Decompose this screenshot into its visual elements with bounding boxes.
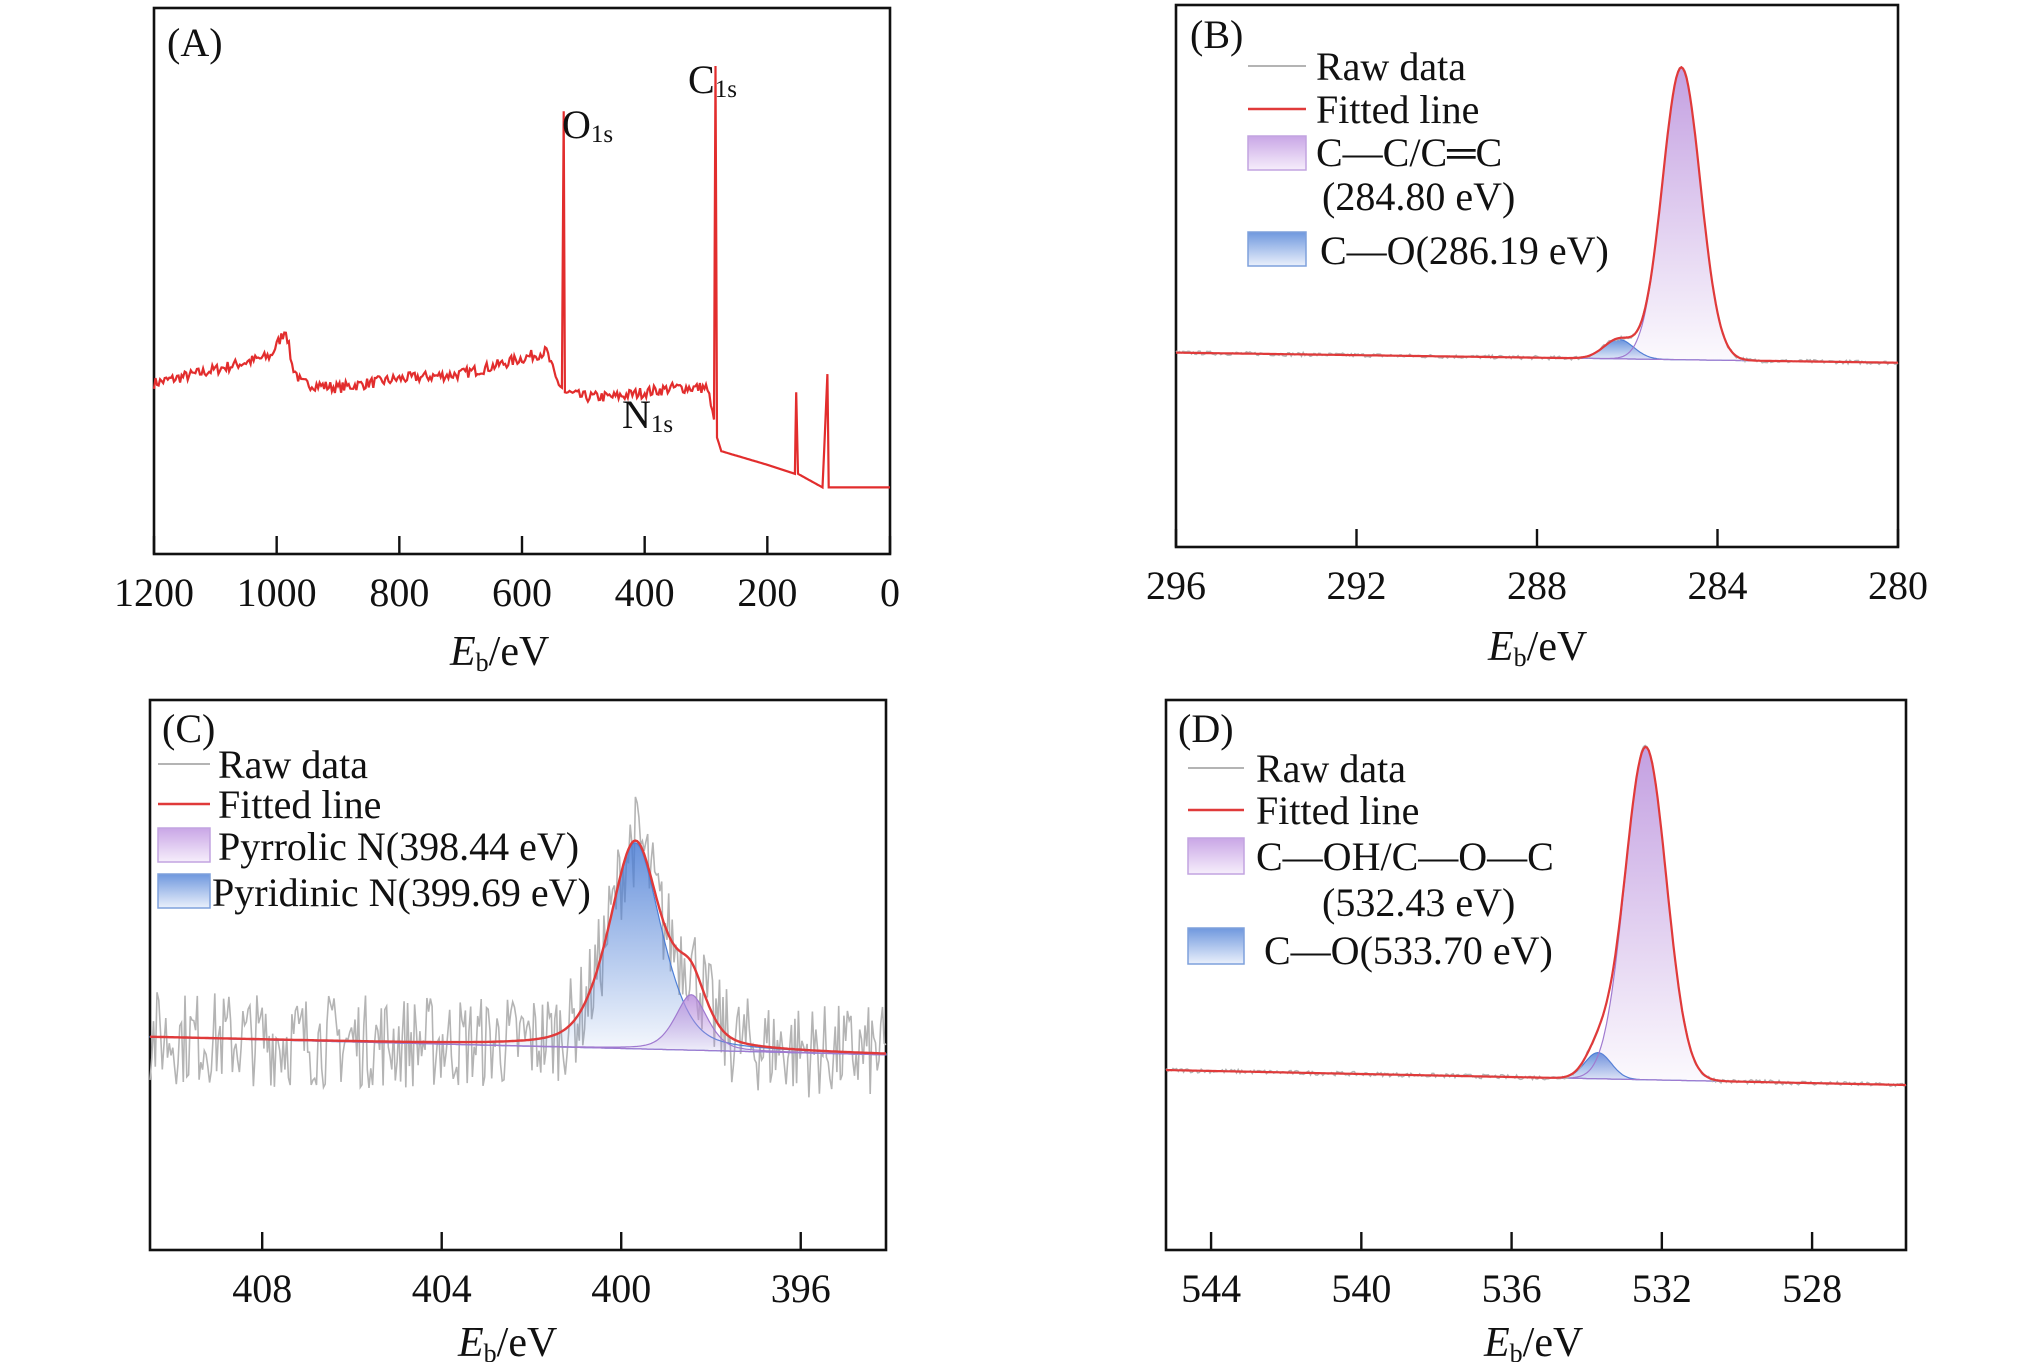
panel-b-c1s: (B) 296 292 288 284 280 Raw data Fitted line… [1146, 3, 1928, 672]
panel-b-raw-data-line [1175, 65, 1899, 366]
legend-cc-label: C—C/C═C [1316, 130, 1502, 175]
panel-c-label: (C) [162, 706, 215, 751]
x-axis-tick-label: 200 [737, 570, 797, 615]
panel-b-x-axis-title: Eb/eV [1487, 624, 1587, 672]
x-axis-tick-label: 284 [1688, 563, 1748, 608]
x-axis-tick-label: 0 [880, 570, 900, 615]
panel-b-c-o-component [1175, 338, 1898, 364]
peak-label-o1s: O1s [562, 102, 613, 148]
legend-coh-swatch [1187, 837, 1245, 875]
x-axis-tick-label: 536 [1482, 1266, 1542, 1311]
x-axis-tick-label: 544 [1181, 1266, 1241, 1311]
panel-a-survey: (A) 1200 1000 800 600 400 200 0 O1s C1s N1s Eb… [114, 6, 900, 677]
legend-cc-energy: (284.80 eV) [1322, 174, 1515, 219]
x-axis-tick-label: 404 [412, 1266, 472, 1311]
x-axis-tick-label: 540 [1331, 1266, 1391, 1311]
panel-d-x-axis-title: Eb/eV [1483, 1320, 1583, 1362]
x-axis-tick-label: 288 [1507, 563, 1567, 608]
panel-b-fitted-line [1175, 65, 1898, 364]
legend-cc-swatch [1247, 135, 1307, 171]
panel-d-raw-data-line [1165, 744, 1907, 1088]
panel-b-x-axis: 296 292 288 284 280 [1146, 529, 1928, 608]
legend-raw-label: Raw data [218, 742, 368, 787]
legend-coh-energy: (532.43 eV) [1322, 880, 1515, 925]
panel-c-x-axis: 408 404 400 396 [232, 1232, 831, 1311]
x-axis-tick-label: 408 [232, 1266, 292, 1311]
legend-co-swatch [1187, 927, 1245, 965]
legend-fitted-label: Fitted line [218, 782, 381, 827]
panel-c-x-axis-title: Eb/eV [457, 1320, 557, 1362]
x-axis-tick-label: 400 [615, 570, 675, 615]
legend-co-label: C—O(533.70 eV) [1264, 928, 1553, 973]
panel-b-plot-frame [1174, 3, 1900, 549]
x-axis-tick-label: 800 [369, 570, 429, 615]
x-axis-tick-label: 396 [771, 1266, 831, 1311]
panel-d-plot-frame [1164, 698, 1908, 1252]
panel-d-x-axis: 544 540 536 532 528 [1181, 1232, 1842, 1311]
legend-co-label: C—O(286.19 eV) [1320, 228, 1609, 273]
x-axis-tick-label: 1000 [237, 570, 317, 615]
legend-raw-label: Raw data [1316, 44, 1466, 89]
x-axis-tick-label: 528 [1782, 1266, 1842, 1311]
legend-coh-label: C—OH/C—O—C [1256, 834, 1554, 879]
panel-c-fitted-line [149, 839, 886, 1055]
legend-pyridinic-swatch [157, 873, 211, 909]
panel-d-c-o-component [1165, 1051, 1906, 1086]
panel-d-fitted-line [1165, 745, 1906, 1087]
x-axis-tick-label: 532 [1632, 1266, 1692, 1311]
peak-label-n1s: N1s [622, 392, 673, 438]
panel-d-legend: Raw data Fitted line C—OH/C—O—C (532.43 … [1187, 746, 1554, 973]
legend-fitted-label: Fitted line [1256, 788, 1419, 833]
legend-raw-label: Raw data [1256, 746, 1406, 791]
x-axis-tick-label: 600 [492, 570, 552, 615]
panel-c-n1s: (C) 408 404 400 396 Raw data Fitted line Py… [148, 698, 888, 1362]
panel-a-survey-spectrum [152, 65, 890, 490]
x-axis-tick-label: 400 [591, 1266, 651, 1311]
x-axis-tick-label: 292 [1327, 563, 1387, 608]
x-axis-tick-label: 296 [1146, 563, 1206, 608]
panel-a-plot-frame [152, 6, 892, 556]
legend-fitted-label: Fitted line [1316, 87, 1479, 132]
panel-b-cc-component [1175, 66, 1898, 364]
panel-c-legend: Raw data Fitted line Pyrrolic N(398.44 e… [157, 742, 591, 915]
panel-c-raw-data-line [149, 796, 887, 1098]
panel-d-o1s: (D) 544 540 536 532 528 Raw data Fitted line… [1164, 698, 1908, 1362]
panel-c-pyrrolic-component [149, 994, 887, 1056]
panel-a-x-axis: 1200 1000 800 600 400 200 0 [114, 536, 900, 615]
panel-a-label: (A) [167, 20, 223, 65]
panel-b-label: (B) [1190, 12, 1243, 57]
legend-pyrrolic-label: Pyrrolic N(398.44 eV) [218, 824, 579, 869]
panel-b-legend: Raw data Fitted line C—C/C═C (284.80 eV)… [1247, 44, 1609, 273]
x-axis-tick-label: 1200 [114, 570, 194, 615]
panel-d-label: (D) [1178, 706, 1234, 751]
panel-c-plot-frame [148, 698, 888, 1252]
panel-a-x-axis-title: Eb/eV [449, 629, 549, 677]
legend-co-swatch [1247, 231, 1307, 267]
x-axis-tick-label: 280 [1868, 563, 1928, 608]
peak-label-c1s: C1s [688, 57, 737, 103]
legend-pyridinic-label: Pyridinic N(399.69 eV) [212, 870, 591, 915]
legend-pyrrolic-swatch [157, 827, 211, 863]
